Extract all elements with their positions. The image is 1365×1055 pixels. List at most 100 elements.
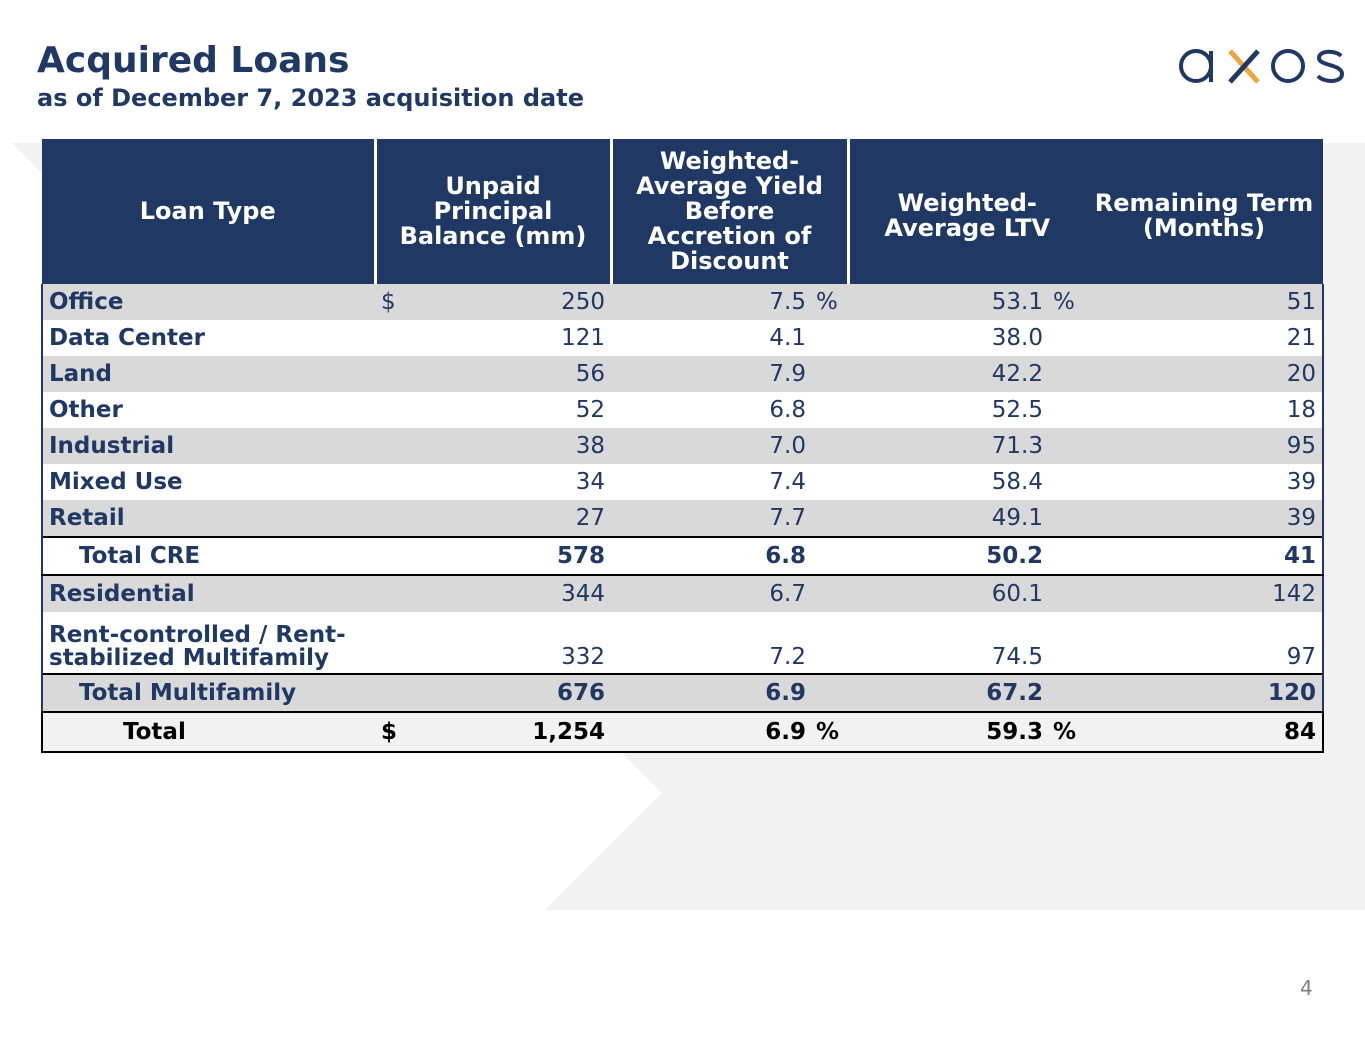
loan-type: Data Center bbox=[41, 320, 375, 356]
upb-value: 27 bbox=[375, 500, 611, 537]
yield-value: 4.1 bbox=[769, 325, 806, 351]
yield-value: 7.9 bbox=[769, 361, 806, 387]
page-subtitle: as of December 7, 2023 acquisition date bbox=[37, 84, 584, 112]
percent-symbol: % bbox=[816, 289, 838, 315]
percent-symbol: % bbox=[1053, 289, 1075, 315]
yield-cell: 7.5% bbox=[611, 284, 848, 320]
term-value: 97 bbox=[1085, 612, 1324, 674]
yield-cell: 6.9% bbox=[611, 711, 848, 753]
yield-value: 6.9 bbox=[765, 680, 806, 706]
table-row-office: Office $250 7.5% 53.1% 51 bbox=[41, 284, 1324, 320]
loan-type: Residential bbox=[41, 575, 375, 612]
loan-type: Land bbox=[41, 356, 375, 392]
term-value: 51 bbox=[1085, 284, 1324, 320]
term-value: 142 bbox=[1085, 575, 1324, 612]
ltv-value: 60.1 bbox=[991, 581, 1043, 607]
upb-value: 34 bbox=[375, 464, 611, 500]
table-row-rent-controlled: Rent-controlled / Rent-stabilized Multif… bbox=[41, 612, 1324, 674]
ltv-value: 42.2 bbox=[991, 361, 1043, 387]
yield-cell: 7.4 bbox=[611, 464, 848, 500]
loan-type: Industrial bbox=[41, 428, 375, 464]
table-row-other: Other 52 6.8 52.5 18 bbox=[41, 392, 1324, 428]
loan-type: Rent-controlled / Rent-stabilized Multif… bbox=[41, 612, 375, 674]
currency-symbol: $ bbox=[381, 719, 398, 745]
ltv-value: 50.2 bbox=[986, 543, 1043, 569]
yield-value: 7.2 bbox=[769, 644, 806, 670]
yield-cell: 4.1 bbox=[611, 320, 848, 356]
table-row-industrial: Industrial 38 7.0 71.3 95 bbox=[41, 428, 1324, 464]
loan-type: Total CRE bbox=[41, 536, 375, 576]
percent-symbol: % bbox=[1053, 719, 1077, 745]
ltv-cell: 50.2 bbox=[848, 536, 1085, 576]
yield-cell: 6.9 bbox=[611, 673, 848, 713]
header-yield: Weighted-Average Yield Before Accretion … bbox=[611, 139, 850, 284]
ltv-value: 53.1 bbox=[991, 289, 1043, 315]
percent-symbol: % bbox=[816, 719, 840, 745]
yield-cell: 7.7 bbox=[611, 500, 848, 537]
term-value: 120 bbox=[1085, 673, 1324, 713]
term-value: 84 bbox=[1085, 711, 1324, 753]
loan-type: Retail bbox=[41, 500, 375, 537]
ltv-value: 71.3 bbox=[991, 433, 1043, 459]
header-term: Remaining Term (Months) bbox=[1085, 139, 1323, 284]
upb-value: 344 bbox=[375, 575, 611, 612]
ltv-value: 58.4 bbox=[991, 469, 1043, 495]
ltv-cell: 58.4 bbox=[848, 464, 1085, 500]
ltv-cell: 53.1% bbox=[848, 284, 1085, 320]
page-title: Acquired Loans bbox=[37, 40, 350, 81]
loan-type: Office bbox=[41, 284, 375, 320]
yield-cell: 6.8 bbox=[611, 536, 848, 576]
ltv-value: 52.5 bbox=[991, 397, 1043, 423]
yield-value: 7.0 bbox=[769, 433, 806, 459]
yield-cell: 7.0 bbox=[611, 428, 848, 464]
term-value: 39 bbox=[1085, 464, 1324, 500]
upb-value: 250 bbox=[561, 289, 605, 315]
acquired-loans-table: Loan Type Unpaid Principal Balance (mm) … bbox=[41, 139, 1324, 753]
loan-type: Other bbox=[41, 392, 375, 428]
yield-cell: 6.8 bbox=[611, 392, 848, 428]
table-row-land: Land 56 7.9 42.2 20 bbox=[41, 356, 1324, 392]
upb-value: 56 bbox=[375, 356, 611, 392]
upb-value: 676 bbox=[375, 673, 611, 713]
term-value: 95 bbox=[1085, 428, 1324, 464]
table-row-data-center: Data Center 121 4.1 38.0 21 bbox=[41, 320, 1324, 356]
upb-value: 1,254 bbox=[532, 719, 605, 745]
upb-cell: $250 bbox=[375, 284, 611, 320]
yield-value: 7.4 bbox=[769, 469, 806, 495]
upb-value: 121 bbox=[375, 320, 611, 356]
ltv-cell: 49.1 bbox=[848, 500, 1085, 537]
page-number: 4 bbox=[1300, 976, 1313, 1000]
loan-type: Mixed Use bbox=[41, 464, 375, 500]
upb-value: 578 bbox=[375, 536, 611, 576]
yield-cell: 7.9 bbox=[611, 356, 848, 392]
table-row-total: Total $1,254 6.9% 59.3% 84 bbox=[41, 711, 1324, 753]
ltv-value: 59.3 bbox=[986, 719, 1043, 745]
upb-value: 52 bbox=[375, 392, 611, 428]
yield-cell: 6.7 bbox=[611, 575, 848, 612]
term-value: 18 bbox=[1085, 392, 1324, 428]
header-ltv: Weighted-Average LTV bbox=[848, 139, 1085, 284]
table-row-retail: Retail 27 7.7 49.1 39 bbox=[41, 500, 1324, 537]
table-row-total-multifamily: Total Multifamily 676 6.9 67.2 120 bbox=[41, 673, 1324, 713]
ltv-cell: 74.5 bbox=[848, 612, 1085, 674]
upb-value: 332 bbox=[375, 612, 611, 674]
term-value: 39 bbox=[1085, 500, 1324, 537]
ltv-cell: 67.2 bbox=[848, 673, 1085, 713]
table-row-mixed-use: Mixed Use 34 7.4 58.4 39 bbox=[41, 464, 1324, 500]
ltv-value: 38.0 bbox=[991, 325, 1043, 351]
axos-logo bbox=[1179, 49, 1345, 84]
header-upb: Unpaid Principal Balance (mm) bbox=[375, 139, 613, 284]
upb-value: 38 bbox=[375, 428, 611, 464]
currency-symbol: $ bbox=[381, 289, 396, 315]
yield-cell: 7.2 bbox=[611, 612, 848, 674]
term-value: 41 bbox=[1085, 536, 1324, 576]
term-value: 20 bbox=[1085, 356, 1324, 392]
term-value: 21 bbox=[1085, 320, 1324, 356]
yield-value: 7.5 bbox=[769, 289, 806, 315]
ltv-value: 49.1 bbox=[991, 505, 1043, 531]
header-loan-type: Loan Type bbox=[42, 139, 377, 284]
yield-value: 7.7 bbox=[769, 505, 806, 531]
yield-value: 6.8 bbox=[769, 397, 806, 423]
loan-type: Total Multifamily bbox=[41, 673, 375, 713]
ltv-cell: 59.3% bbox=[848, 711, 1085, 753]
